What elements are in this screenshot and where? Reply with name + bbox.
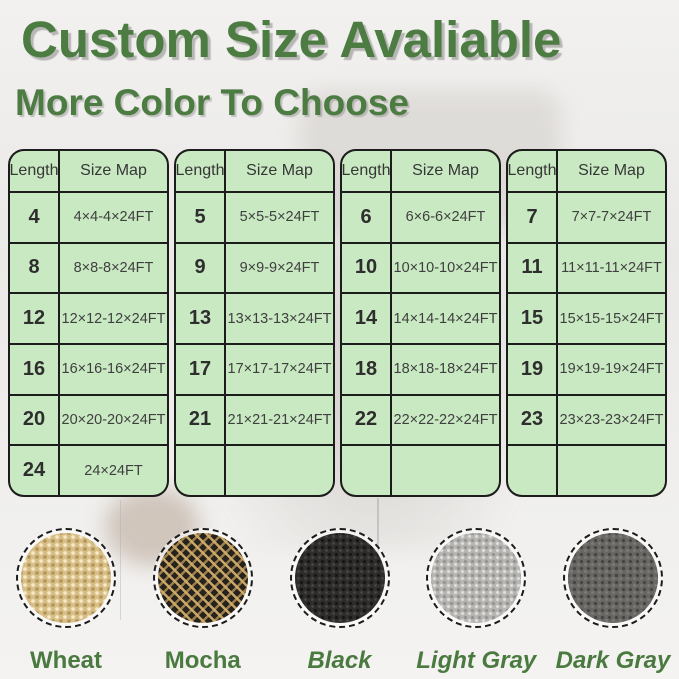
length-cell: 14 [342, 294, 390, 343]
color-swatches: Wheat Mocha Black Light Gray Dark Gray [8, 528, 671, 675]
size-table-3: Length Size Map 6 6×6-6×24FT 10 10×10-10… [340, 149, 501, 497]
length-cell: 19 [508, 345, 556, 394]
size-map-cell: 5×5-5×24FT [226, 193, 333, 242]
size-map-cell: 23×23-23×24FT [558, 395, 665, 445]
length-cell-empty [342, 446, 390, 495]
size-map-cell: 12×12-12×24FT [60, 294, 167, 343]
size-map-cell-empty [558, 446, 665, 495]
page-title: Custom Size Avaliable [21, 11, 562, 68]
size-map-cell: 4×4-4×24FT [60, 193, 167, 242]
length-cell: 15 [508, 294, 556, 343]
swatch-dark-gray: Dark Gray [555, 528, 671, 675]
size-map-cell: 6×6-6×24FT [392, 193, 499, 242]
length-cell: 17 [176, 345, 224, 394]
wheat-fabric-circle [21, 533, 111, 623]
swatch-light-gray: Light Gray [416, 528, 537, 675]
length-cell: 5 [176, 193, 224, 242]
size-map-cell: 13×13-13×24FT [226, 294, 333, 343]
size-map-cell: 11×11-11×24FT [558, 243, 665, 293]
size-map-cell: 19×19-19×24FT [558, 345, 665, 394]
column-header-length: Length [508, 151, 556, 191]
swatch-wheat: Wheat [8, 528, 124, 675]
swatch-dashed-ring [152, 528, 253, 628]
page-subtitle: More Color To Choose [15, 82, 409, 123]
size-map-cell: 16×16-16×24FT [60, 345, 167, 394]
size-tables: Length Size Map 4 4×4-4×24FT 8 8×8-8×24F… [8, 149, 668, 497]
size-map-cell: 20×20-20×24FT [60, 395, 167, 445]
swatch-dashed-ring [16, 528, 116, 628]
size-map-cell: 7×7-7×24FT [558, 193, 665, 242]
length-cell-empty [176, 446, 224, 495]
size-map-cell: 21×21-21×24FT [226, 395, 333, 445]
length-cell: 4 [10, 193, 58, 242]
length-cell: 8 [10, 243, 58, 293]
swatch-label-light-gray: Light Gray [416, 647, 537, 674]
size-map-cell-empty [392, 446, 499, 495]
size-map-cell: 9×9-9×24FT [226, 243, 333, 293]
length-cell: 21 [176, 395, 224, 445]
size-map-cell: 24×24FT [60, 446, 167, 495]
size-map-cell: 18×18-18×24FT [392, 345, 499, 394]
column-header-length: Length [342, 151, 390, 191]
length-cell: 20 [10, 395, 58, 445]
length-cell: 10 [342, 243, 390, 293]
swatch-mocha: Mocha [145, 528, 261, 675]
mocha-fabric-circle [157, 533, 248, 623]
size-map-cell: 17×17-17×24FT [226, 345, 333, 394]
swatch-dashed-ring [426, 528, 527, 628]
size-map-cell: 14×14-14×24FT [392, 294, 499, 343]
length-cell: 13 [176, 294, 224, 343]
column-header-size-map: Size Map [558, 151, 665, 191]
swatch-label-dark-gray: Dark Gray [555, 647, 671, 674]
length-cell: 7 [508, 193, 556, 242]
swatch-label-mocha: Mocha [164, 647, 241, 674]
length-cell: 23 [508, 395, 556, 445]
size-table-4: Length Size Map 7 7×7-7×24FT 11 11×11-11… [506, 149, 667, 497]
length-cell: 6 [342, 193, 390, 242]
column-header-size-map: Size Map [60, 151, 167, 191]
swatch-black: Black [282, 528, 398, 675]
black-fabric-circle [294, 533, 385, 623]
length-cell: 16 [10, 345, 58, 394]
size-map-cell: 10×10-10×24FT [392, 243, 499, 293]
background-thread-line [120, 500, 121, 620]
light-gray-fabric-circle [431, 533, 522, 623]
column-header-size-map: Size Map [226, 151, 333, 191]
swatch-label-black: Black [307, 647, 372, 674]
length-cell: 9 [176, 243, 224, 293]
length-cell: 22 [342, 395, 390, 445]
size-map-cell: 15×15-15×24FT [558, 294, 665, 343]
dark-gray-fabric-circle [568, 533, 658, 623]
length-cell: 18 [342, 345, 390, 394]
size-map-cell-empty [226, 446, 333, 495]
size-table-2: Length Size Map 5 5×5-5×24FT 9 9×9-9×24F… [174, 149, 335, 497]
length-cell: 24 [10, 446, 58, 495]
swatch-dashed-ring [289, 528, 390, 628]
size-map-cell: 8×8-8×24FT [60, 243, 167, 293]
column-header-length: Length [10, 151, 58, 191]
size-table-1: Length Size Map 4 4×4-4×24FT 8 8×8-8×24F… [8, 149, 169, 497]
swatch-dashed-ring [563, 528, 663, 628]
length-cell: 11 [508, 243, 556, 293]
swatch-label-wheat: Wheat [30, 647, 102, 674]
column-header-size-map: Size Map [392, 151, 499, 191]
column-header-length: Length [176, 151, 224, 191]
size-map-cell: 22×22-22×24FT [392, 395, 499, 445]
background-thread-line [377, 498, 379, 564]
length-cell-empty [508, 446, 556, 495]
length-cell: 12 [10, 294, 58, 343]
